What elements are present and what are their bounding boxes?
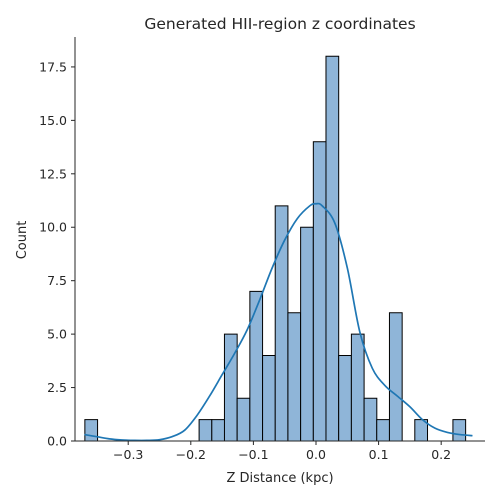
x-tick-label-1: −0.2 — [176, 447, 206, 462]
histogram-bar-6 — [262, 355, 276, 442]
histogram-bar-14 — [363, 397, 378, 442]
y-tick-label-2: 5.0 — [47, 327, 67, 342]
histogram-bar-13 — [350, 333, 365, 442]
histogram-bar-5 — [249, 290, 264, 442]
x-tick-label-0: −0.3 — [113, 447, 143, 462]
y-ticks: 0.0 2.5 5.0 7.5 10.0 12.5 15.0 17.5 — [39, 59, 75, 449]
histogram-bar-15 — [376, 419, 390, 442]
x-tick-label-5: 0.2 — [431, 447, 451, 462]
y-tick-label-0: 0.0 — [47, 434, 67, 449]
x-ticks: −0.3 −0.2 −0.1 0.0 0.1 0.2 — [113, 441, 451, 462]
y-tick-label-3: 7.5 — [47, 273, 67, 288]
x-tick-label-3: 0.0 — [306, 447, 326, 462]
histogram-bar-9 — [300, 226, 314, 442]
x-axis-label: Z Distance (kpc) — [226, 471, 333, 486]
histogram-bars — [84, 55, 467, 442]
histogram-bar-11 — [325, 55, 340, 442]
y-tick-label-4: 10.0 — [39, 220, 67, 235]
histogram-bar-2 — [211, 419, 226, 442]
axes — [74, 37, 485, 442]
histogram-bar-1 — [198, 419, 213, 442]
y-tick-label-7: 17.5 — [39, 59, 67, 74]
histogram-bar-10 — [312, 141, 327, 442]
histogram-bar-8 — [287, 312, 302, 442]
x-tick-label-4: 0.1 — [369, 447, 389, 462]
kde-curve — [84, 202, 473, 442]
histogram-bar-16 — [388, 312, 403, 442]
histogram-bar-12 — [338, 355, 352, 442]
histogram-bar-4 — [236, 397, 251, 442]
x-tick-label-2: −0.1 — [238, 447, 268, 462]
histogram-bar-7 — [274, 205, 289, 442]
y-tick-label-5: 12.5 — [39, 166, 67, 181]
y-axis-label: Count — [15, 221, 30, 260]
histogram-bar-18 — [452, 419, 467, 442]
histogram-bar-0 — [84, 419, 99, 442]
y-tick-label-6: 15.0 — [39, 113, 67, 128]
histogram-bar-3 — [223, 333, 238, 442]
y-tick-label-1: 2.5 — [47, 380, 67, 395]
chart-title: Generated HII-region z coordinates — [144, 15, 415, 33]
